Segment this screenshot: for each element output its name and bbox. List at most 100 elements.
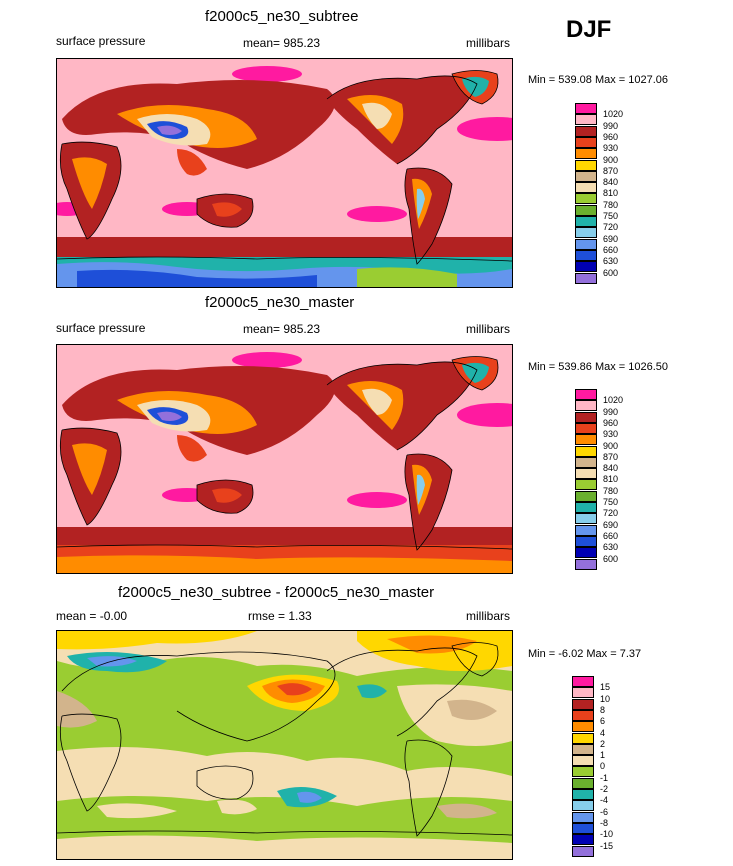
legend-color-box (575, 445, 597, 457)
legend-label: 6 (600, 716, 606, 727)
legend-color-box (572, 687, 594, 699)
legend-color-box (575, 204, 597, 216)
panel1-title: f2000c5_ne30_subtree (205, 8, 359, 25)
legend-label: 840 (603, 177, 619, 188)
legend-label: 810 (603, 188, 619, 199)
legend-color-box (575, 170, 597, 182)
legend-label: 4 (600, 727, 606, 738)
legend-label: 690 (603, 233, 619, 244)
legend-label: 10 (600, 693, 611, 704)
legend-label: 810 (603, 474, 619, 485)
legend-color-box (575, 136, 597, 148)
legend-color-box (572, 743, 594, 755)
legend-color-box (572, 811, 594, 823)
legend-label: 780 (603, 485, 619, 496)
panel2-variable: surface pressure (56, 321, 146, 335)
panel1-variable: surface pressure (56, 34, 146, 48)
legend-color-box (575, 159, 597, 171)
legend-label: 660 (603, 244, 619, 255)
season-label: DJF (566, 16, 612, 43)
legend-color-box (575, 456, 597, 468)
panel1-map-graphic (57, 59, 512, 287)
legend-label: 2 (600, 738, 606, 749)
legend-label: -10 (600, 829, 614, 840)
legend-color-box (572, 698, 594, 710)
panel1-mean: mean= 985.23 (243, 36, 321, 50)
legend-color-box (575, 249, 597, 261)
panel2-minmax: Min = 539.86 Max = 1026.50 (528, 361, 669, 373)
panel2-units: millibars (466, 322, 511, 336)
legend-label: 840 (603, 463, 619, 474)
legend-color-box (575, 422, 597, 434)
legend-color-box (575, 182, 597, 194)
legend-color-box (572, 789, 594, 800)
legend-color-box (575, 193, 597, 205)
legend-label: 750 (603, 497, 619, 507)
legend-color-box (575, 535, 597, 547)
legend-color-box (575, 238, 597, 250)
panel2-legend: 1020 990 960 930 900 870 840 810 780 750 720 690 660… (575, 389, 655, 571)
legend-label: 1020 (603, 395, 624, 406)
legend-color-box (575, 558, 597, 570)
legend-color-box (575, 468, 597, 480)
legend-color-box (572, 834, 594, 846)
legend-label: 1 (600, 750, 606, 761)
legend-color-box (572, 676, 594, 687)
legend-color-box (575, 272, 597, 284)
legend-color-box (575, 502, 597, 513)
legend-label: 900 (603, 440, 619, 451)
panel3-rmse: rmse = 1.33 (248, 609, 312, 623)
legend-color-box (575, 125, 597, 137)
legend-label: 720 (603, 508, 619, 519)
legend-label: 930 (603, 143, 619, 154)
panel3-legend: 15 10 8 6 4 2 1 0 -1 -2 -4 -6 -8 -10 -15 (572, 676, 652, 858)
legend-color-box (572, 777, 594, 789)
legend-label: 600 (603, 267, 619, 278)
legend-color-box (575, 261, 597, 273)
legend-label: 630 (603, 542, 619, 553)
legend-label: 690 (603, 519, 619, 530)
legend-color-box (575, 513, 597, 525)
panel3-title: f2000c5_ne30_subtree - f2000c5_ne30_mast… (118, 584, 435, 601)
legend-label: 720 (603, 222, 619, 233)
legend-label: 990 (603, 120, 619, 131)
legend-color-box (572, 721, 594, 733)
legend-label: 15 (600, 682, 611, 693)
legend-label: 8 (600, 704, 606, 715)
legend-label: 900 (603, 154, 619, 165)
panel3-minmax: Min = -6.02 Max = 7.37 (528, 648, 642, 660)
legend-label: 750 (603, 211, 619, 221)
panel2-mean: mean= 985.23 (243, 322, 321, 336)
legend-label: 960 (603, 417, 619, 428)
legend-color-box (575, 479, 597, 491)
legend-label: 960 (603, 131, 619, 142)
legend-color-box (575, 490, 597, 502)
legend-label: 600 (603, 553, 619, 564)
legend-color-box (575, 148, 597, 160)
legend-color-box (575, 103, 597, 114)
panel1-map (56, 58, 513, 288)
legend-color-box (575, 524, 597, 536)
panel3-mean: mean = -0.00 (56, 609, 128, 623)
panel3-map (56, 630, 513, 860)
legend-label: 930 (603, 429, 619, 440)
legend-label: -8 (600, 817, 609, 828)
panel2-map-graphic (57, 345, 512, 573)
legend-color-box (572, 732, 594, 744)
legend-label: -4 (600, 795, 609, 806)
legend-color-box (572, 709, 594, 721)
legend-color-box (575, 411, 597, 423)
legend-label: 990 (603, 406, 619, 417)
legend-color-box (572, 822, 594, 834)
panel3-map-graphic (57, 631, 512, 859)
legend-label: 660 (603, 530, 619, 541)
legend-color-box (575, 400, 597, 412)
legend-label: 870 (603, 451, 619, 462)
legend-label: -6 (600, 806, 609, 817)
legend-color-box (575, 216, 597, 227)
panel1-minmax: Min = 539.08 Max = 1027.06 (528, 74, 669, 86)
legend-color-box (575, 434, 597, 446)
legend-color-box (572, 766, 594, 778)
legend-color-box (572, 845, 594, 857)
legend-color-box (572, 800, 594, 812)
